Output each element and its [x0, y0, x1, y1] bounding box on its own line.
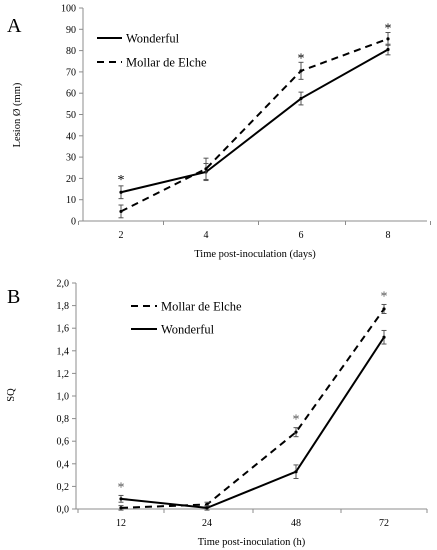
data-point [119, 506, 123, 510]
y-tick-label: 0,4 [57, 459, 70, 470]
y-tick-label: 1,8 [57, 301, 70, 312]
y-tick-label: 20 [66, 174, 76, 185]
legend-label: Mollar de Elche [126, 56, 207, 70]
significance-star: * [118, 173, 125, 188]
data-point [294, 430, 298, 434]
panel-label: B [7, 286, 20, 308]
significance-star: * [385, 21, 392, 36]
y-tick-label: 70 [66, 67, 76, 78]
x-axis-label: Time post-inoculation (days) [194, 249, 316, 260]
y-tick-label: 90 [66, 25, 76, 36]
legend-label: Wonderful [161, 323, 215, 337]
y-tick-label: 1,6 [57, 324, 70, 335]
y-tick-label: 1,2 [57, 369, 70, 380]
data-point [386, 37, 390, 41]
y-tick-label: 30 [66, 153, 76, 164]
y-tick-label: 60 [66, 89, 76, 100]
x-tick-label: 6 [299, 230, 304, 241]
y-tick-label: 0 [71, 217, 76, 228]
y-tick-label: 2,0 [57, 279, 70, 290]
data-point [204, 167, 208, 171]
x-axis-label: Time post-inoculation (h) [198, 537, 306, 548]
y-tick-label: 50 [66, 110, 76, 121]
data-point [382, 335, 386, 339]
panel-a: A 0 10 20 30 40 50 60 70 80 90 100 2 4 6 8 Time post-ino… [7, 4, 431, 260]
legend-label: Mollar de Elche [161, 300, 242, 314]
series-line [120, 336, 385, 509]
significance-star: * [298, 51, 305, 66]
data-point [119, 190, 123, 194]
data-point [382, 307, 386, 311]
x-tick-label: 48 [291, 518, 301, 529]
legend-label: Wonderful [126, 32, 180, 46]
y-tick-label: 100 [61, 4, 76, 15]
x-tick-label: 2 [119, 230, 124, 241]
significance-star: * [381, 289, 388, 304]
y-tick-label: 40 [66, 131, 76, 142]
series-line [120, 37, 389, 213]
x-tick-label: 12 [116, 518, 126, 529]
data-point [386, 47, 390, 52]
data-point [294, 470, 298, 474]
data-point [299, 69, 303, 73]
panel-label: A [7, 15, 22, 37]
significance-star: * [118, 480, 125, 495]
x-tick-label: 72 [379, 518, 389, 529]
x-tick-label: 8 [386, 230, 391, 241]
y-tick-label: 10 [66, 195, 76, 206]
y-tick-label: 1,0 [57, 392, 70, 403]
data-point [119, 209, 123, 214]
x-tick-label: 4 [204, 230, 209, 241]
y-tick-label: 1,4 [57, 346, 70, 357]
data-point [299, 96, 303, 101]
y-tick-label: 0,2 [57, 482, 70, 493]
y-axis-label: Lesion Ø (mm) [12, 82, 23, 147]
y-tick-label: 0,0 [57, 505, 70, 516]
x-tick-label: 24 [202, 518, 212, 529]
panel-b: B 0,0 0,2 0,4 0,6 0,8 1,0 1,2 1,4 1,6 1,8 2,0 12 24 48… [6, 279, 428, 548]
y-tick-label: 80 [66, 46, 76, 57]
y-tick-label: 0,8 [57, 414, 70, 425]
y-axis-label: SQ [6, 388, 17, 402]
series-line [120, 48, 389, 194]
significance-star: * [293, 413, 300, 428]
data-point [205, 506, 209, 510]
data-point [119, 497, 123, 501]
y-tick-label: 0,6 [57, 437, 70, 448]
series-line [120, 308, 385, 509]
